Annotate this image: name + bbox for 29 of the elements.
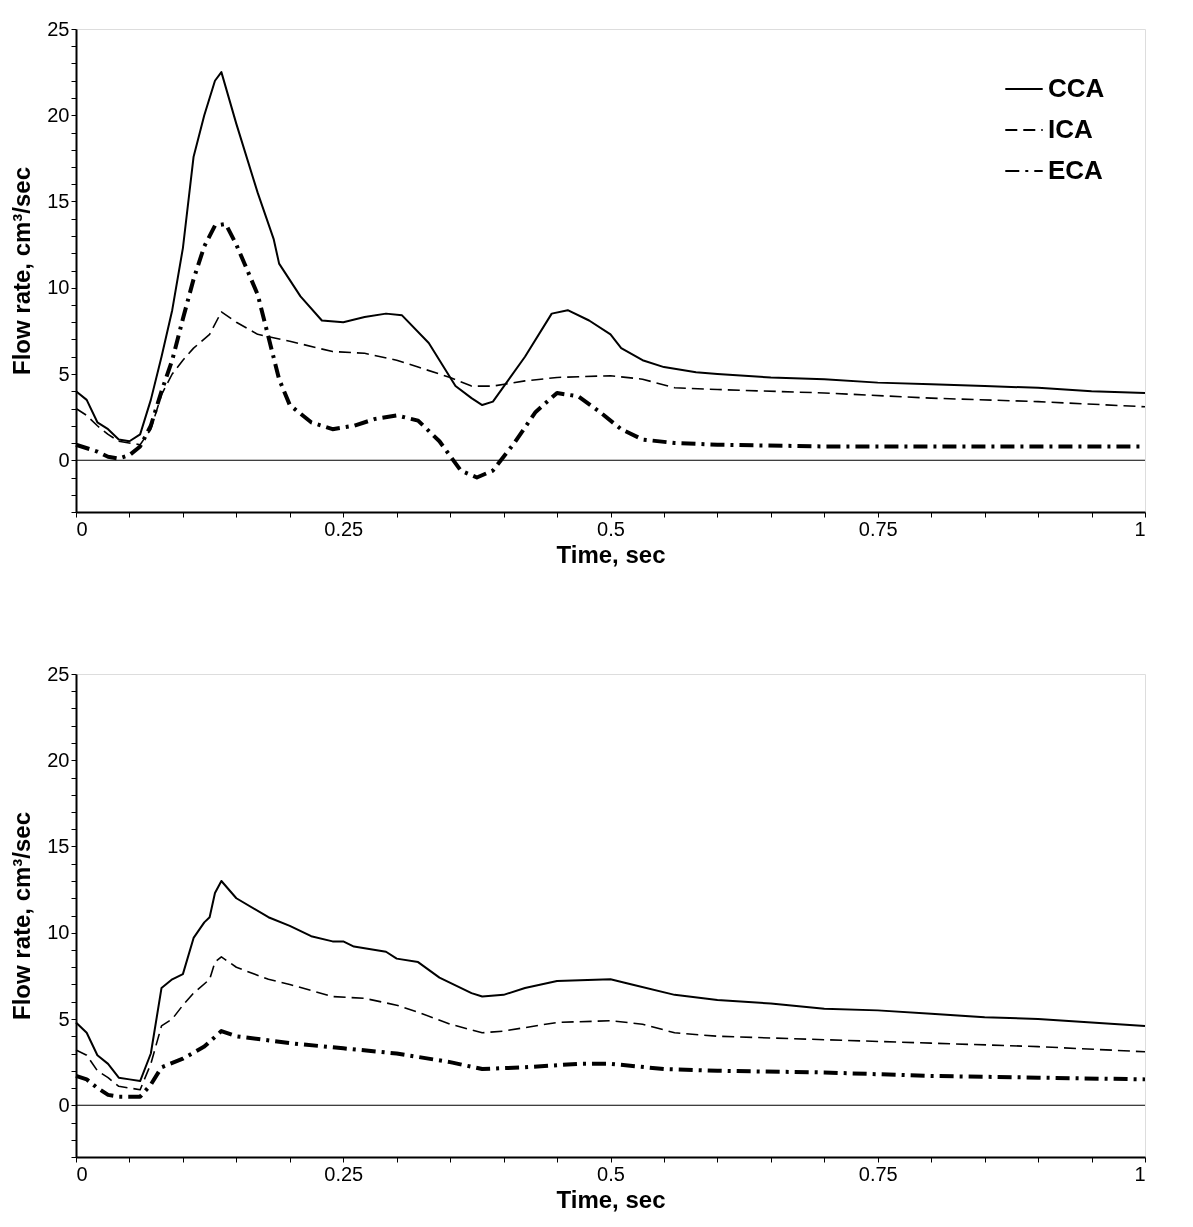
y-tick-label: 0 <box>58 448 70 471</box>
legend-label: ICA <box>1048 114 1093 144</box>
x-tick-label: 0.75 <box>858 1162 898 1185</box>
y-tick-label: 10 <box>47 276 70 299</box>
x-axis-title: Time, sec <box>556 1185 666 1213</box>
y-axis-title: Flow rate, cm³/sec <box>8 166 36 376</box>
legend-label: CCA <box>1048 73 1105 103</box>
x-tick-label: 0.25 <box>324 517 364 540</box>
y-tick-label: 5 <box>58 1007 70 1030</box>
y-tick-label: 25 <box>47 17 70 40</box>
x-tick-label: 0.5 <box>597 1162 625 1185</box>
x-tick-label: 0.75 <box>858 517 898 540</box>
x-tick-label: 0 <box>76 517 88 540</box>
y-tick-label: 15 <box>47 190 70 212</box>
legend-label: ECA <box>1048 155 1104 185</box>
y-tick-label: 10 <box>47 921 70 944</box>
y-tick-label: 15 <box>47 835 70 857</box>
y-tick-label: 20 <box>47 748 70 771</box>
x-axis-title: Time, sec <box>556 540 666 568</box>
x-tick-label: 0.25 <box>324 1162 364 1185</box>
x-tick-label: 0.5 <box>597 517 625 540</box>
x-tick-label: 0 <box>76 1162 88 1185</box>
y-tick-label: 20 <box>47 103 70 126</box>
y-axis-title: Flow rate, cm³/sec <box>8 811 36 1021</box>
y-tick-label: 5 <box>58 362 70 385</box>
y-tick-label: 25 <box>47 662 70 685</box>
y-tick-label: 0 <box>58 1093 70 1116</box>
x-tick-label: 1 <box>1134 1162 1146 1185</box>
x-tick-label: 1 <box>1134 517 1146 540</box>
